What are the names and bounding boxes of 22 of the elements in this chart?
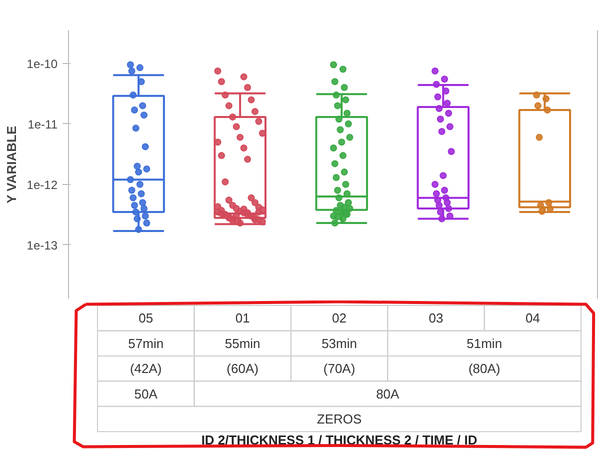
- text: (70A): [323, 361, 356, 376]
- text: ZEROS: [316, 411, 362, 426]
- text: ID 2/THICKNESS 1 / THICKNESS 2 / TIME / ID: [201, 432, 478, 448]
- x-tick-label: 04: [525, 310, 540, 326]
- x-tick-label: 01: [235, 310, 250, 326]
- y-axis-title: Y VARIABLE: [4, 126, 19, 204]
- text: (60A): [226, 361, 258, 376]
- y-tick-label: 1e-10: [26, 56, 58, 71]
- text: 50A: [134, 386, 158, 402]
- x-tick-label: 03: [428, 310, 444, 326]
- text: (80A): [468, 361, 500, 376]
- y-tick-label: 1e-13: [26, 238, 58, 252]
- text: 51min: [466, 336, 502, 351]
- text: (42A): [130, 361, 162, 376]
- text: 53min: [322, 336, 358, 351]
- y-tick-label: 1e-11: [28, 117, 58, 132]
- text: 80A: [376, 386, 400, 402]
- x-tick-label: 05: [138, 310, 154, 326]
- text: 55min: [224, 336, 260, 351]
- x-tick-label: 02: [332, 310, 347, 326]
- text: 57min: [128, 336, 164, 351]
- y-tick-label: 1e-12: [26, 178, 58, 192]
